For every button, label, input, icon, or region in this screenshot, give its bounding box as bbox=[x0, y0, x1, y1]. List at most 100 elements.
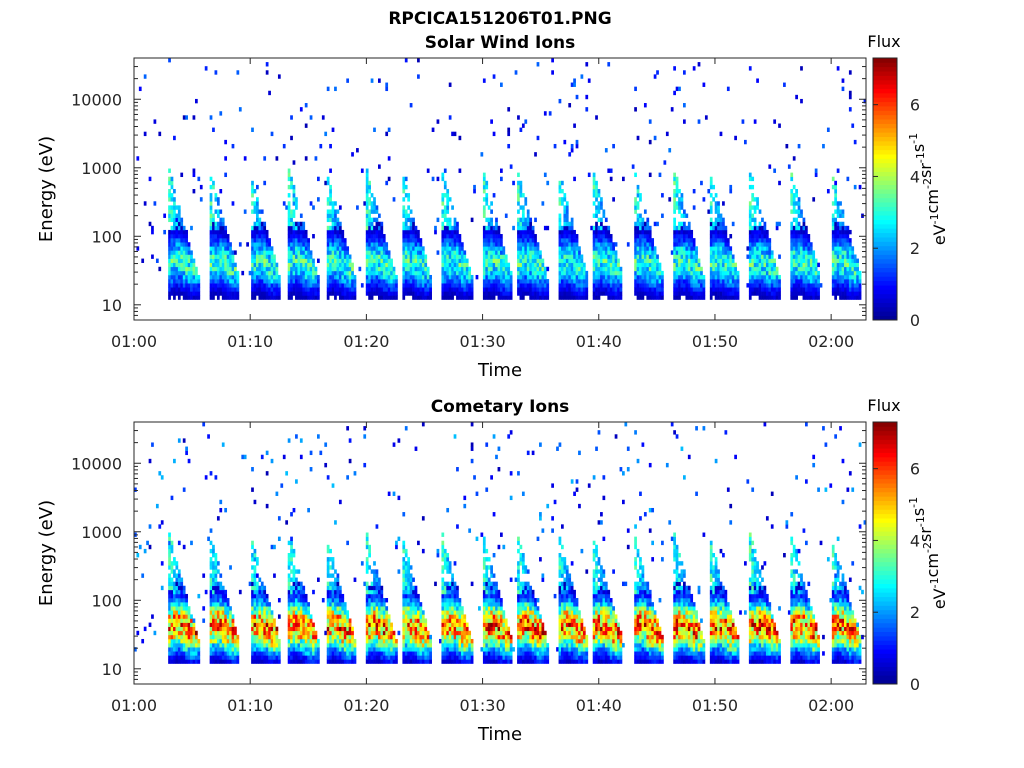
heatmap-cell bbox=[404, 221, 408, 227]
heatmap-cell bbox=[797, 262, 801, 268]
heatmap-cell bbox=[231, 270, 235, 276]
heatmap-cell bbox=[170, 540, 174, 546]
heatmap-cell bbox=[839, 295, 842, 300]
heatmap-cell bbox=[531, 262, 535, 268]
heatmap-cell bbox=[617, 266, 620, 272]
heatmap-cell bbox=[558, 201, 562, 206]
heatmap-cell bbox=[292, 209, 296, 214]
heatmap-cell bbox=[343, 283, 347, 288]
heatmap-cell bbox=[260, 246, 264, 251]
heatmap-cell bbox=[526, 258, 530, 263]
heatmap-cell bbox=[407, 266, 411, 272]
heatmap-cell bbox=[421, 274, 425, 280]
heatmap-cell bbox=[219, 589, 223, 595]
heatmap-cell bbox=[836, 250, 840, 255]
heatmap-cell bbox=[175, 585, 179, 591]
heatmap-cell bbox=[226, 647, 230, 652]
heatmap-cell bbox=[761, 270, 764, 276]
heatmap-cell bbox=[448, 287, 452, 292]
heatmap-cell bbox=[468, 279, 472, 284]
heatmap-cell bbox=[722, 225, 725, 231]
heatmap-cell bbox=[614, 266, 618, 272]
heatmap-cell bbox=[382, 258, 386, 263]
heatmap-cell bbox=[456, 225, 459, 231]
heatmap-cell bbox=[229, 626, 232, 632]
heatmap-cell bbox=[173, 254, 176, 259]
heatmap-cell bbox=[802, 234, 806, 239]
heatmap-cell bbox=[446, 291, 450, 296]
heatmap-cell bbox=[729, 184, 733, 190]
heatmap-cell bbox=[185, 266, 188, 272]
heatmap-cell bbox=[487, 250, 491, 255]
heatmap-cell bbox=[304, 270, 308, 276]
heatmap-cell bbox=[251, 602, 254, 607]
heatmap-cell bbox=[726, 283, 730, 288]
heatmap-cell bbox=[692, 283, 696, 288]
heatmap-cell bbox=[219, 209, 223, 214]
heatmap-cell bbox=[258, 634, 262, 640]
heatmap-cell bbox=[507, 266, 511, 272]
heatmap-cell bbox=[673, 66, 676, 71]
heatmap-cell bbox=[773, 295, 777, 300]
heatmap-cell bbox=[258, 225, 262, 231]
heatmap-cell bbox=[412, 295, 415, 300]
heatmap-cell bbox=[307, 254, 310, 259]
heatmap-cell bbox=[302, 295, 306, 300]
heatmap-cell bbox=[687, 254, 691, 259]
heatmap-cell bbox=[726, 254, 730, 259]
heatmap-cell bbox=[600, 205, 603, 210]
heatmap-cell bbox=[490, 266, 493, 272]
colorbar-segment bbox=[873, 254, 897, 260]
heatmap-cell bbox=[446, 246, 450, 251]
heatmap-cell bbox=[270, 266, 274, 272]
heatmap-cell bbox=[387, 176, 391, 182]
heatmap-cell bbox=[224, 258, 228, 263]
heatmap-cell bbox=[841, 213, 845, 218]
heatmap-cell bbox=[190, 287, 193, 292]
heatmap-cell bbox=[309, 274, 313, 280]
heatmap-cell bbox=[809, 287, 813, 292]
heatmap-cell bbox=[287, 234, 291, 239]
heatmap-cell bbox=[653, 250, 657, 255]
heatmap-cell bbox=[600, 242, 603, 247]
heatmap-cell bbox=[212, 659, 215, 664]
heatmap-cell bbox=[265, 234, 269, 239]
heatmap-cell bbox=[370, 193, 374, 198]
heatmap-cell bbox=[373, 209, 376, 214]
heatmap-cell bbox=[634, 197, 637, 202]
heatmap-cell bbox=[370, 258, 374, 263]
heatmap-cell bbox=[431, 176, 435, 182]
heatmap-cell bbox=[326, 274, 330, 280]
heatmap-cell bbox=[212, 225, 215, 231]
heatmap-cell bbox=[509, 283, 513, 288]
heatmap-cell bbox=[414, 229, 418, 235]
heatmap-cell bbox=[224, 593, 228, 599]
heatmap-cell bbox=[856, 266, 859, 272]
heatmap-cell bbox=[336, 279, 340, 284]
heatmap-cell bbox=[692, 189, 696, 194]
heatmap-cell bbox=[302, 279, 306, 284]
heatmap-cell bbox=[421, 250, 425, 255]
heatmap-cell bbox=[568, 250, 572, 255]
heatmap-cell bbox=[482, 238, 486, 243]
heatmap-cell bbox=[231, 143, 235, 149]
heatmap-cell bbox=[336, 254, 340, 259]
heatmap-cell bbox=[558, 287, 562, 292]
heatmap-cell bbox=[331, 225, 335, 231]
heatmap-cell bbox=[216, 647, 220, 652]
heatmap-cell bbox=[656, 279, 659, 284]
heatmap-cell bbox=[712, 262, 716, 268]
heatmap-cell bbox=[465, 279, 469, 284]
heatmap-cell bbox=[497, 266, 501, 272]
heatmap-cell bbox=[251, 573, 254, 578]
heatmap-cell bbox=[219, 254, 223, 259]
heatmap-cell bbox=[216, 561, 220, 566]
heatmap-cell bbox=[609, 258, 613, 263]
heatmap-cell bbox=[761, 283, 764, 288]
heatmap-cell bbox=[368, 189, 371, 194]
heatmap-cell bbox=[563, 291, 567, 296]
heatmap-cell bbox=[573, 270, 576, 276]
heatmap-cell bbox=[226, 618, 230, 623]
heatmap-cell bbox=[619, 270, 623, 276]
heatmap-cell bbox=[412, 266, 415, 272]
